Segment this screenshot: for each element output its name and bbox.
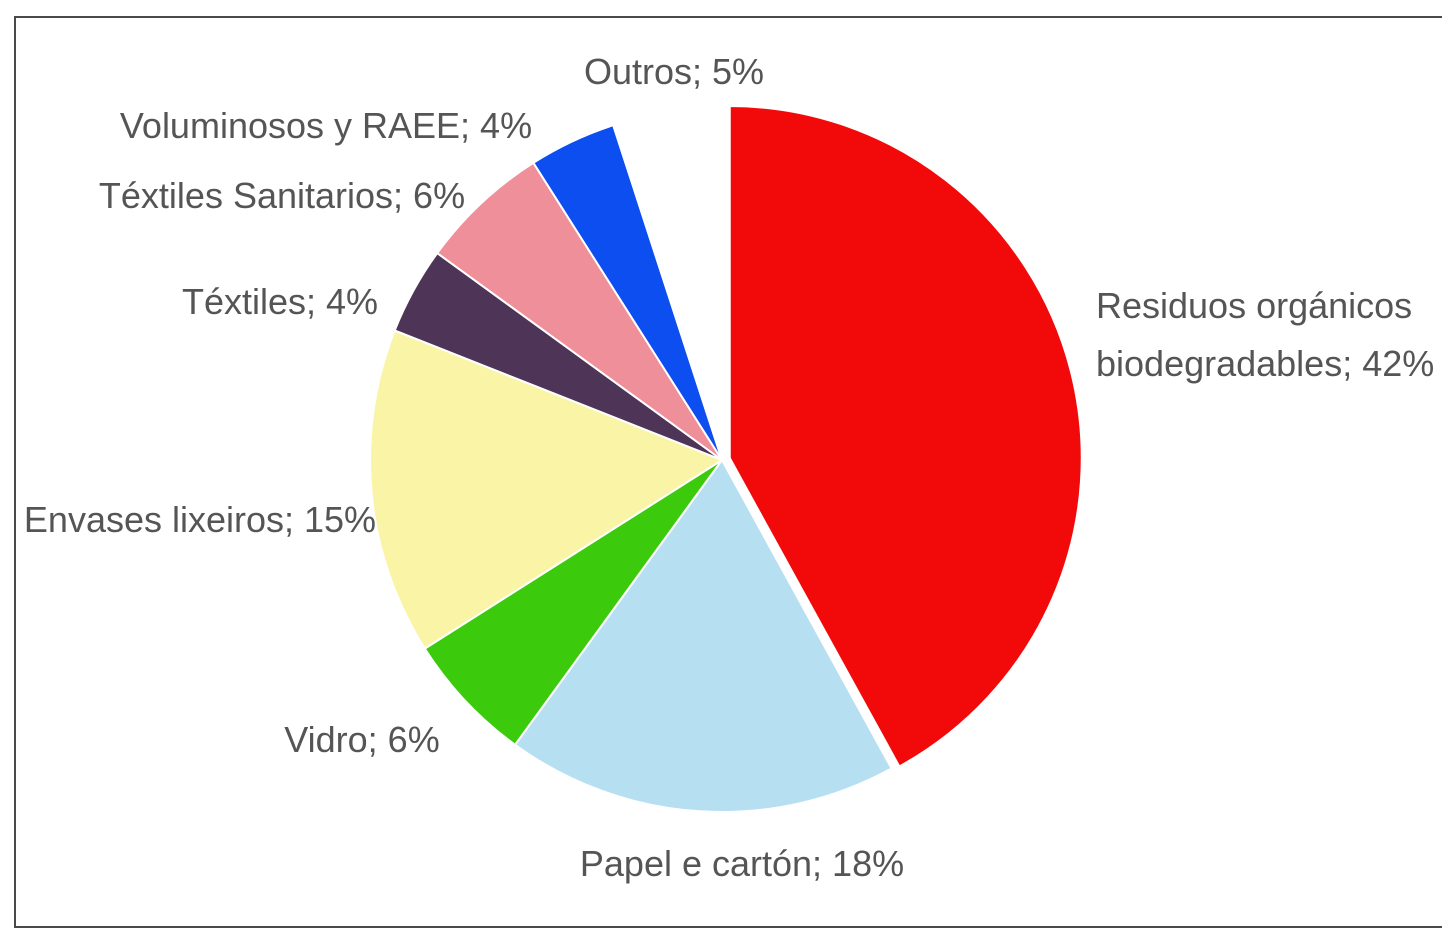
slice-label-line: biodegradables; 42% [1096,343,1434,384]
slice-label-4: Envases lixeiros; 15% [24,499,376,540]
pie-slice-3 [423,459,723,747]
pie-slice-6 [435,161,723,461]
slice-label-5: Téxtiles; 4% [182,281,378,322]
slice-label-line: Residuos orgánicos [1096,285,1412,326]
slice-label-7: Voluminosos y RAEE; 4% [120,105,532,146]
pie-slice-1 [728,105,1083,768]
slice-label-line: Papel e cartón; 18% [580,843,904,884]
slice-label-line: Outros; 5% [584,51,764,92]
slice-label-line: Téxtiles; 4% [182,281,378,322]
slice-label-3: Vidro; 6% [284,719,439,760]
pie-slice-2 [513,458,893,813]
slice-label-line: Voluminosos y RAEE; 4% [120,105,532,146]
slice-label-2: Papel e cartón; 18% [580,843,904,884]
slice-label-line: Vidro; 6% [284,719,439,760]
pie-slice-8 [611,106,723,461]
slice-label-6: Téxtiles Sanitarios; 6% [99,175,465,216]
slice-label-line: Téxtiles Sanitarios; 6% [99,175,465,216]
chart-frame [14,16,1442,928]
pie-labels: Residuos orgánicos biodegradables; 42% Pap… [24,51,1434,884]
pie-slices [369,105,1083,813]
slice-label-line: Envases lixeiros; 15% [24,499,376,540]
slice-label-8: Outros; 5% [584,51,764,92]
pie-slice-4 [369,329,725,650]
slice-label-1: Residuos orgánicos biodegradables; 42% [1096,285,1434,384]
